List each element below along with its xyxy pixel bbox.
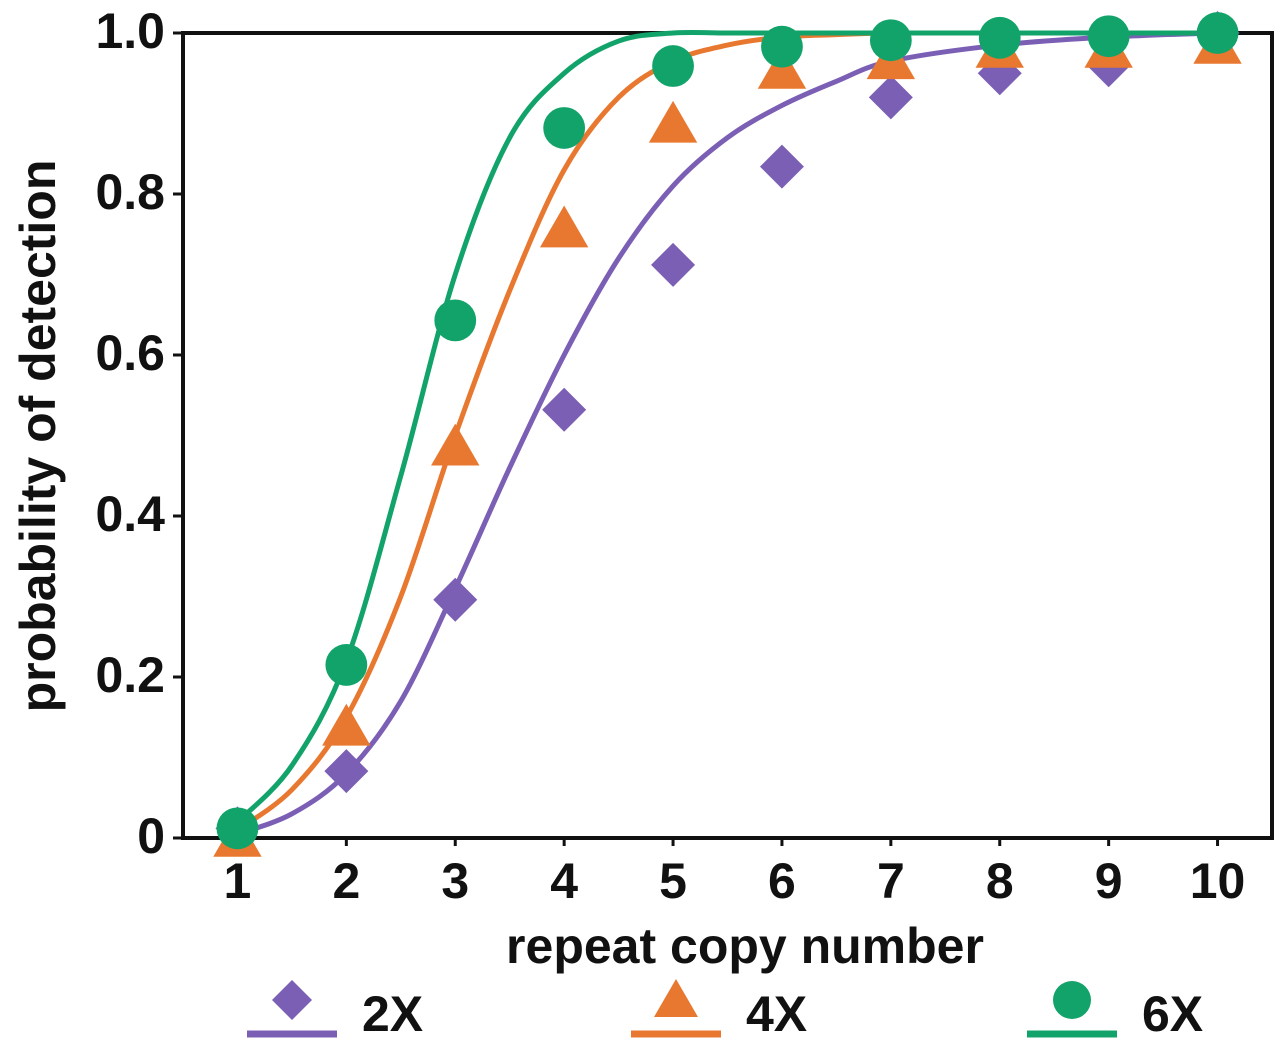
circle-marker (1196, 12, 1239, 54)
x-tick-label: 7 (877, 853, 905, 909)
x-tick-label: 4 (550, 853, 578, 909)
circle-marker (216, 807, 259, 850)
x-tick-label: 6 (768, 853, 796, 909)
fit-curve (235, 30, 1218, 832)
diamond-marker (868, 75, 913, 120)
circle-marker (652, 45, 694, 87)
y-tick-label: 0.8 (95, 164, 165, 220)
diamond-marker (324, 749, 369, 794)
circle-marker (434, 299, 477, 342)
diamond-marker (759, 144, 804, 189)
fit-curve (235, 29, 1218, 824)
x-tick-label: 5 (659, 853, 687, 909)
circle-marker (325, 644, 368, 686)
y-tick-label: 1.0 (95, 3, 165, 59)
triangle-marker (431, 423, 480, 466)
diamond-marker (651, 242, 696, 287)
diamond-marker (542, 387, 587, 432)
y-tick-label: 0 (137, 808, 165, 864)
circle-marker (761, 25, 803, 68)
x-tick-label: 1 (224, 853, 252, 909)
y-tick-label: 0.2 (95, 647, 165, 703)
circle-marker (1087, 15, 1130, 58)
x-tick-label: 3 (441, 853, 469, 909)
circle-marker (869, 19, 912, 62)
diamond-marker (272, 980, 312, 1020)
circle-marker (543, 107, 586, 149)
legend-label: 2X (362, 986, 423, 1042)
x-tick-label: 2 (332, 853, 360, 909)
legend-label: 4X (746, 986, 807, 1042)
triangle-marker (322, 703, 371, 746)
x-axis-label: repeat copy number (506, 918, 984, 974)
triangle-marker (654, 979, 698, 1017)
legend-label: 6X (1142, 986, 1203, 1042)
circle-marker (1053, 981, 1091, 1019)
y-axis-label: probability of detection (10, 160, 66, 713)
diamond-marker (433, 577, 478, 622)
triangle-marker (539, 205, 589, 248)
fit-curve (236, 30, 1218, 837)
triangle-marker (757, 46, 807, 89)
circle-marker (978, 16, 1021, 59)
y-tick-label: 0.6 (95, 325, 165, 381)
triangle-marker (648, 100, 698, 143)
x-tick-label: 8 (986, 853, 1014, 909)
x-tick-label: 10 (1190, 853, 1246, 909)
y-tick-label: 0.4 (95, 486, 165, 542)
x-tick-label: 9 (1095, 853, 1123, 909)
